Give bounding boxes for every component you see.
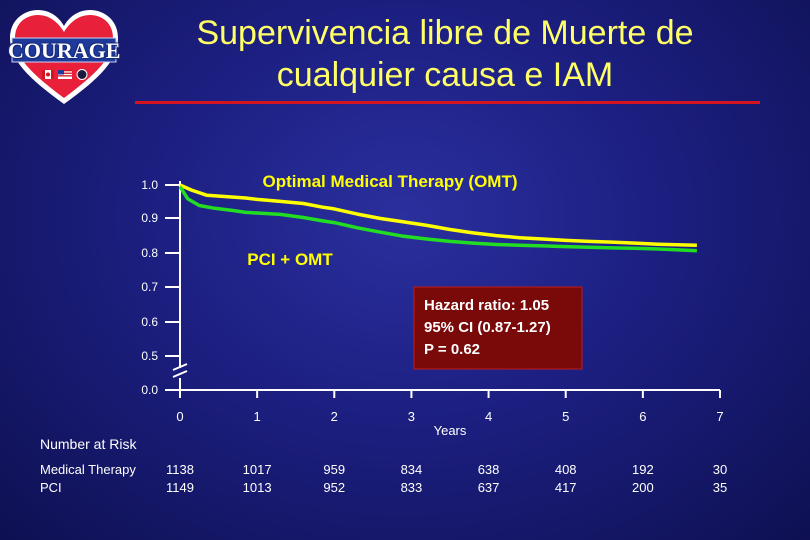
x-tick-label: 5: [562, 409, 569, 424]
risk-cell: 408: [554, 462, 577, 477]
risk-cell: 833: [400, 480, 423, 495]
risk-row-label-pci: PCI: [40, 480, 62, 495]
hazard-ratio-box: Hazard ratio: 1.05 95% CI (0.87-1.27) P …: [413, 286, 583, 370]
y-tick-label: 0.9: [141, 211, 158, 225]
x-tick-label: 0: [176, 409, 183, 424]
axis-break-mark: [172, 363, 188, 371]
y-tick-label: 0.5: [141, 349, 158, 363]
risk-cell: 834: [400, 462, 423, 477]
title-line-2: cualquier causa e IAM: [276, 56, 614, 94]
risk-cell: 637: [477, 480, 500, 495]
series-label-omt: Optimal Medical Therapy (OMT): [262, 172, 517, 191]
axis-break-mark: [172, 370, 188, 378]
series-label-pci: PCI + OMT: [247, 250, 333, 269]
x-tick-label: 1: [254, 409, 261, 424]
risk-cell: 35: [712, 480, 728, 495]
series-line-omt: [179, 183, 697, 247]
x-tick-label: 4: [485, 409, 492, 424]
logo-text: COURAGE: [8, 38, 121, 63]
chart-series: [178, 183, 697, 253]
risk-cell: 959: [323, 462, 346, 477]
y-tick-label: 0.8: [141, 246, 158, 260]
risk-cell: 1149: [166, 480, 194, 495]
title-underline: [135, 101, 760, 104]
y-tick-label: 0.6: [141, 315, 158, 329]
va-seal-icon: [76, 69, 88, 80]
x-tick-label: 7: [716, 409, 723, 424]
risk-cell: 192: [631, 462, 654, 477]
series-line-pci: [178, 185, 697, 253]
p-value-text: P = 0.62: [424, 341, 480, 358]
risk-table-header: Number at Risk: [40, 436, 137, 452]
y-tick-label: 0.7: [141, 280, 158, 294]
x-tick-label: 2: [331, 409, 338, 424]
chart-axes: 0.0 0.5 0.6 0.7 0.8 0.9 1.0 0 1 2 3 4 5 6 7: [141, 178, 723, 424]
x-tick-label: 3: [408, 409, 415, 424]
chart-labels: Optimal Medical Therapy (OMT) PCI + OMT: [247, 172, 517, 269]
risk-cell: 417: [554, 480, 577, 495]
risk-row-label-medical: Medical Therapy: [40, 462, 136, 477]
title-line-1: Supervivencia libre de Muerte de: [196, 14, 694, 52]
hazard-ratio-text: Hazard ratio: 1.05: [424, 297, 549, 314]
risk-cell: 30: [712, 462, 728, 477]
courage-logo: COURAGE: [8, 8, 120, 108]
heart-icon: [10, 10, 118, 104]
risk-cell: 1138: [166, 462, 194, 477]
risk-cell: 952: [323, 480, 346, 495]
y-tick-label: 1.0: [141, 178, 158, 192]
usa-flag-icon: [58, 70, 72, 79]
risk-cell: 200: [631, 480, 654, 495]
x-tick-label: 6: [639, 409, 646, 424]
page-title: Supervivencia libre de Muerte de cualqui…: [135, 12, 755, 96]
y-tick-label: 0.0: [141, 383, 158, 397]
risk-cell: 638: [477, 462, 500, 477]
risk-cell: 1013: [242, 480, 272, 495]
x-axis-label: Years: [434, 423, 467, 438]
confidence-interval-text: 95% CI (0.87-1.27): [424, 319, 551, 336]
risk-cell: 1017: [242, 462, 272, 477]
